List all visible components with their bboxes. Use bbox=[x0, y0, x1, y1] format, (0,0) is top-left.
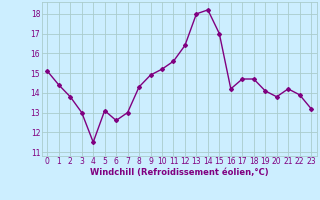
X-axis label: Windchill (Refroidissement éolien,°C): Windchill (Refroidissement éolien,°C) bbox=[90, 168, 268, 177]
